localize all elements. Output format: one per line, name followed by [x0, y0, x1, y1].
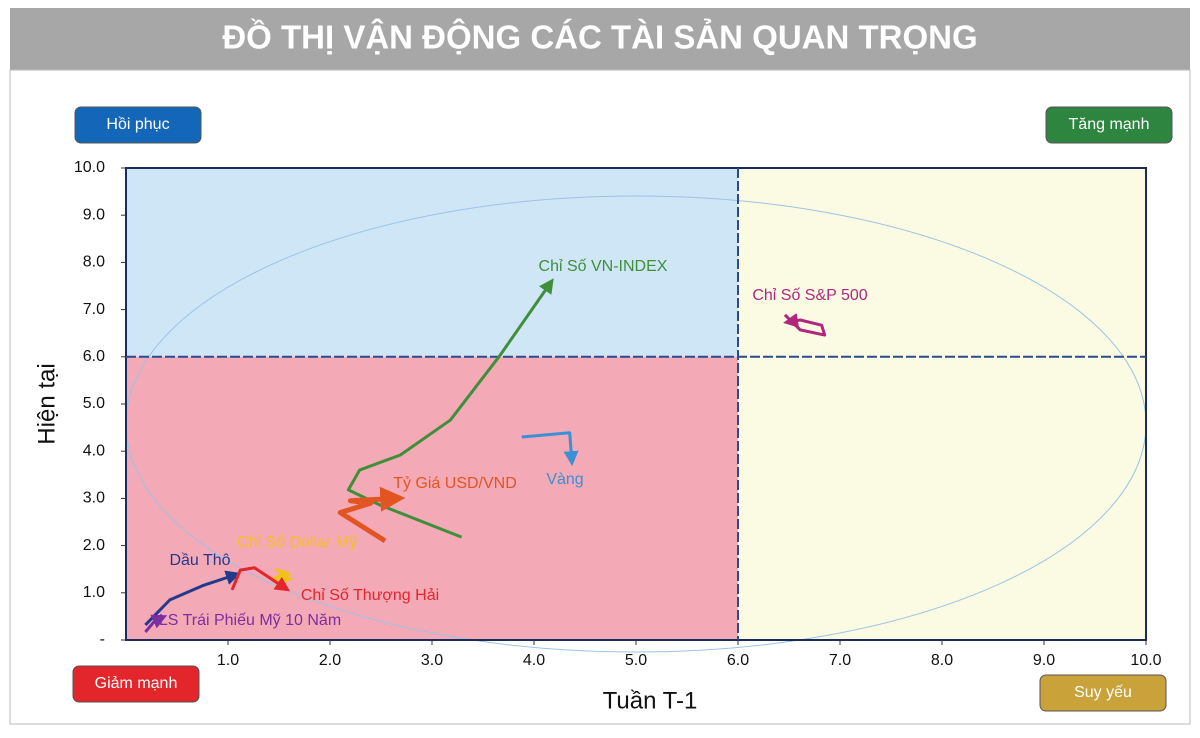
quadrant — [738, 168, 1146, 357]
series-label: Chỉ Số VN-INDEX — [539, 258, 668, 275]
quadrant — [126, 356, 738, 640]
quadrant-badge — [72, 665, 200, 703]
y-tick-label: 5.0 — [83, 395, 105, 412]
series-label: LS Trái Phiếu Mỹ 10 Năm — [159, 612, 341, 629]
quadrant — [738, 356, 1146, 640]
chart-title: ĐỒ THỊ VẬN ĐỘNG CÁC TÀI SẢN QUAN TRỌNG — [222, 18, 977, 56]
trajectory — [783, 312, 827, 337]
series-label: Chỉ Số S&P 500 — [752, 287, 867, 304]
x-tick-label: 3.0 — [421, 652, 443, 669]
x-axis-label: Tuần T-1 — [603, 687, 698, 714]
x-tick-label: 5.0 — [625, 652, 647, 669]
y-tick-label: 8.0 — [83, 254, 105, 271]
y-tick-label: 1.0 — [83, 584, 105, 601]
quadrant — [126, 168, 738, 357]
y-tick-label: 9.0 — [83, 206, 105, 223]
quadrant-badge — [1039, 674, 1167, 712]
x-tick-label: 9.0 — [1033, 652, 1055, 669]
y-axis-label: Hiện tại — [33, 363, 60, 444]
trajectory — [144, 570, 241, 626]
series-label: Tỷ Giá USD/VND — [393, 475, 517, 492]
y-tick-label: 6.0 — [83, 348, 105, 365]
x-tick-label: 6.0 — [727, 652, 749, 669]
quadrant-label: Suy yếu — [1074, 684, 1132, 701]
quadrant-label: Tăng mạnh — [1069, 116, 1150, 133]
title-banner — [10, 8, 1190, 70]
quadrant-badge — [74, 106, 202, 144]
y-tick-label: 7.0 — [83, 301, 105, 318]
quadrant-badge — [1045, 106, 1173, 144]
y-tick-label: - — [100, 631, 105, 648]
frame — [9, 69, 1191, 725]
trajectory — [346, 278, 554, 539]
trajectory — [521, 431, 579, 467]
x-tick-label: 2.0 — [319, 652, 341, 669]
trajectory — [144, 614, 168, 633]
y-tick-label: 4.0 — [83, 442, 105, 459]
x-tick-label: 8.0 — [931, 652, 953, 669]
series-label: Vàng — [546, 471, 583, 488]
trajectory — [337, 486, 406, 543]
series-label: Chỉ Số Thượng Hải — [301, 587, 439, 604]
y-tick-label: 10.0 — [74, 159, 105, 176]
trajectory — [230, 566, 291, 592]
x-tick-label: 4.0 — [523, 652, 545, 669]
x-tick-label: 7.0 — [829, 652, 851, 669]
x-tick-label: 10.0 — [1130, 652, 1161, 669]
series-label: Dầu Thô — [169, 552, 230, 569]
y-tick-label: 3.0 — [83, 490, 105, 507]
quadrant-label: Giảm mạnh — [95, 675, 178, 692]
quadrant-label: Hồi phục — [106, 116, 169, 133]
x-tick-label: 1.0 — [217, 652, 239, 669]
y-tick-label: 2.0 — [83, 537, 105, 554]
series-label: Chỉ Số Dollar Mỹ — [237, 534, 357, 551]
